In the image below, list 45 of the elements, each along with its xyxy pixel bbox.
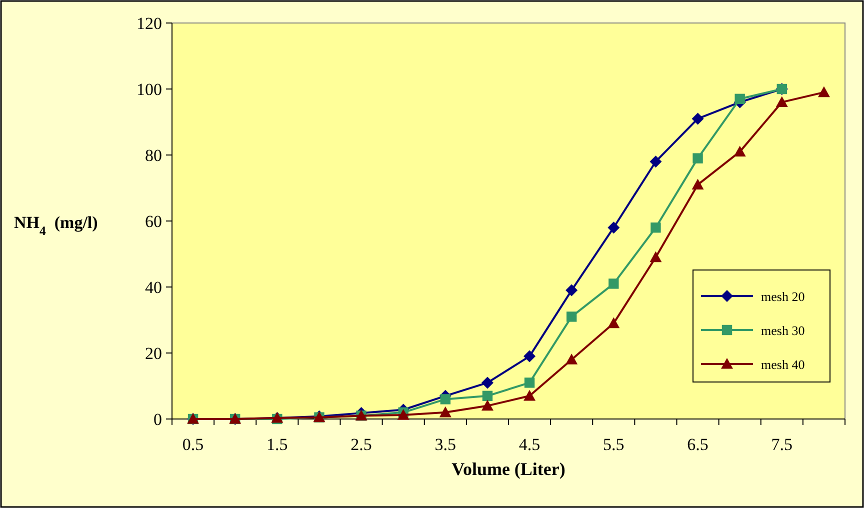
x-axis-title: Volume (Liter) xyxy=(452,459,566,479)
point xyxy=(692,178,704,190)
y-tick-label: 0 xyxy=(154,410,162,429)
y-tick-label: 20 xyxy=(145,344,162,363)
legend-label: mesh 40 xyxy=(761,357,805,372)
y-axis-title: NH$_{4}$ (mg/l) xyxy=(14,213,98,238)
x-tick-label: 6.5 xyxy=(687,435,708,454)
y-tick-label: 120 xyxy=(136,14,162,33)
point xyxy=(482,390,493,401)
point xyxy=(481,376,494,389)
point xyxy=(608,222,620,234)
y-tick-label: 40 xyxy=(145,278,162,297)
point xyxy=(734,94,745,104)
point xyxy=(566,284,578,296)
point xyxy=(439,406,452,418)
y-tick-label: 80 xyxy=(145,146,162,165)
point xyxy=(650,251,662,262)
x-tick-label: 1.5 xyxy=(266,435,288,454)
point xyxy=(692,112,704,125)
x-tick-label: 7.5 xyxy=(771,435,793,454)
point xyxy=(524,390,536,401)
point xyxy=(524,350,536,362)
point xyxy=(650,222,661,233)
point xyxy=(818,86,830,98)
legend-label: mesh 30 xyxy=(761,323,805,338)
point xyxy=(481,400,494,411)
y-tick-label: 100 xyxy=(136,80,162,99)
point xyxy=(566,312,577,322)
point xyxy=(524,378,535,388)
x-tick-label: 3.5 xyxy=(434,435,456,454)
point xyxy=(776,96,788,107)
y-tick-label: 60 xyxy=(145,212,162,231)
point xyxy=(397,409,410,420)
point xyxy=(608,278,619,289)
x-tick-label: 0.5 xyxy=(182,435,204,454)
point xyxy=(608,317,620,328)
point xyxy=(440,394,451,404)
x-tick-label: 5.5 xyxy=(603,435,624,454)
point xyxy=(734,146,746,156)
x-tick-label: 4.5 xyxy=(518,435,540,454)
point xyxy=(650,156,662,168)
point xyxy=(566,354,578,364)
legend-label: mesh 20 xyxy=(761,289,805,304)
point xyxy=(692,153,703,164)
x-tick-label: 2.5 xyxy=(350,435,372,454)
